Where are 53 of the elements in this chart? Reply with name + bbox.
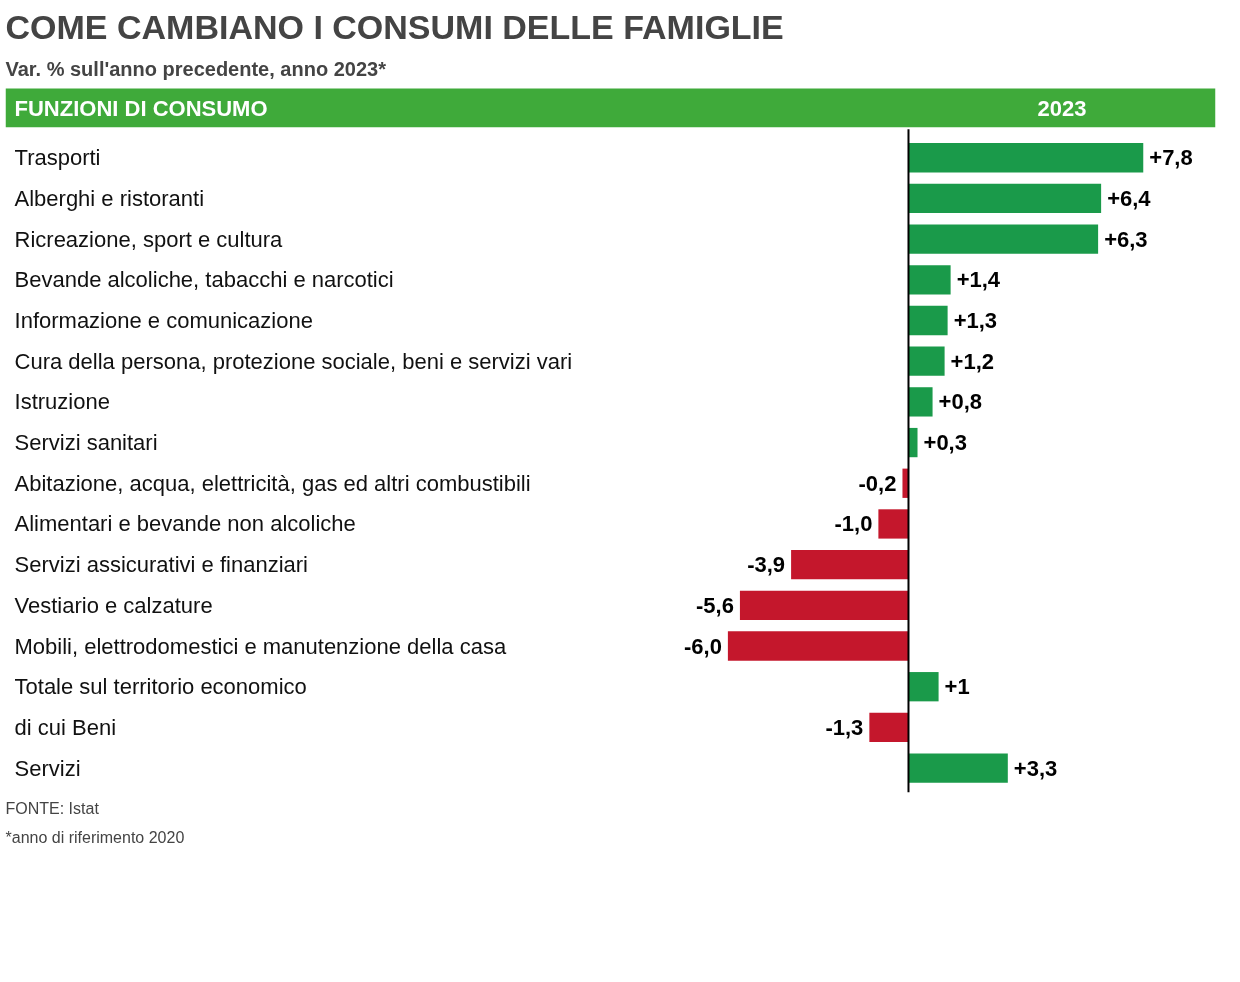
data-label: +0,8 <box>938 389 983 415</box>
data-label: -6,0 <box>683 633 722 659</box>
bar <box>908 387 933 417</box>
y-tick-label: Servizi assicurativi e finanziari <box>14 552 308 578</box>
y-tick-label: Alimentari e bevande non alcoliche <box>14 511 356 537</box>
y-tick-label: Totale sul territorio economico <box>14 674 307 700</box>
y-tick-label: Mobili, elettrodomestici e manutenzione della casa <box>14 633 507 659</box>
bar <box>908 265 951 295</box>
data-label: -5,6 <box>696 592 734 618</box>
y-tick-label: di cui Beni <box>14 714 117 740</box>
text: *anno di riferimento 2020 <box>5 828 185 846</box>
y-tick-label: Trasporti <box>14 145 101 171</box>
bar <box>908 346 945 376</box>
y-tick-label: Istruzione <box>14 389 110 415</box>
y-tick-label: Vestiario e calzature <box>14 592 213 618</box>
text: Var. % sull'anno precedente, anno 2023* <box>5 57 387 80</box>
bar <box>727 631 909 661</box>
y-tick-label: Servizi sanitari <box>14 430 158 456</box>
x-axis-title: 2023 <box>1037 95 1087 121</box>
bar <box>869 712 909 743</box>
y-tick-label: Informazione e comunicazione <box>14 308 313 333</box>
data-label: +3,3 <box>1013 755 1058 781</box>
data-label: +1,3 <box>953 308 998 333</box>
data-label: +6,3 <box>1104 226 1148 252</box>
y-axis-title: FUNZIONI DI CONSUMO <box>14 95 268 121</box>
data-label: +6,4 <box>1107 185 1152 211</box>
data-label: +1 <box>944 674 970 700</box>
y-tick-label: Alberghi e ristoranti <box>14 185 205 211</box>
bar <box>908 305 948 336</box>
bar <box>908 183 1102 214</box>
data-label: -1,3 <box>825 714 864 740</box>
bar <box>791 549 909 580</box>
bar <box>739 590 909 620</box>
data-label: +0,3 <box>923 430 967 456</box>
y-tick-label: Cura della persona, protezione sociale, beni e servizi vari <box>14 348 573 374</box>
data-label: +1,2 <box>950 348 995 374</box>
bar <box>908 427 918 458</box>
bar <box>908 224 1099 254</box>
text: COME CAMBIANO I CONSUMI DELLE FAMIGLIE <box>5 7 784 46</box>
data-label: -0,2 <box>858 470 897 496</box>
data-label: +7,8 <box>1149 145 1193 171</box>
source-note: FONTE: Istat <box>5 799 100 817</box>
bar <box>878 509 909 539</box>
bar <box>908 672 939 702</box>
y-tick-label: Ricreazione, sport e cultura <box>14 226 284 252</box>
data-label: +1,4 <box>956 267 1001 293</box>
data-label: -3,9 <box>747 552 786 578</box>
bar <box>908 753 1008 783</box>
bar <box>908 143 1144 173</box>
y-tick-label: Bevande alcoliche, tabacchi e narcotici <box>14 267 394 293</box>
y-tick-label: Servizi <box>14 755 81 781</box>
y-tick-label: Abitazione, acqua, elettricità, gas ed altri combustibili <box>14 470 531 496</box>
data-label: -1,0 <box>834 511 873 537</box>
